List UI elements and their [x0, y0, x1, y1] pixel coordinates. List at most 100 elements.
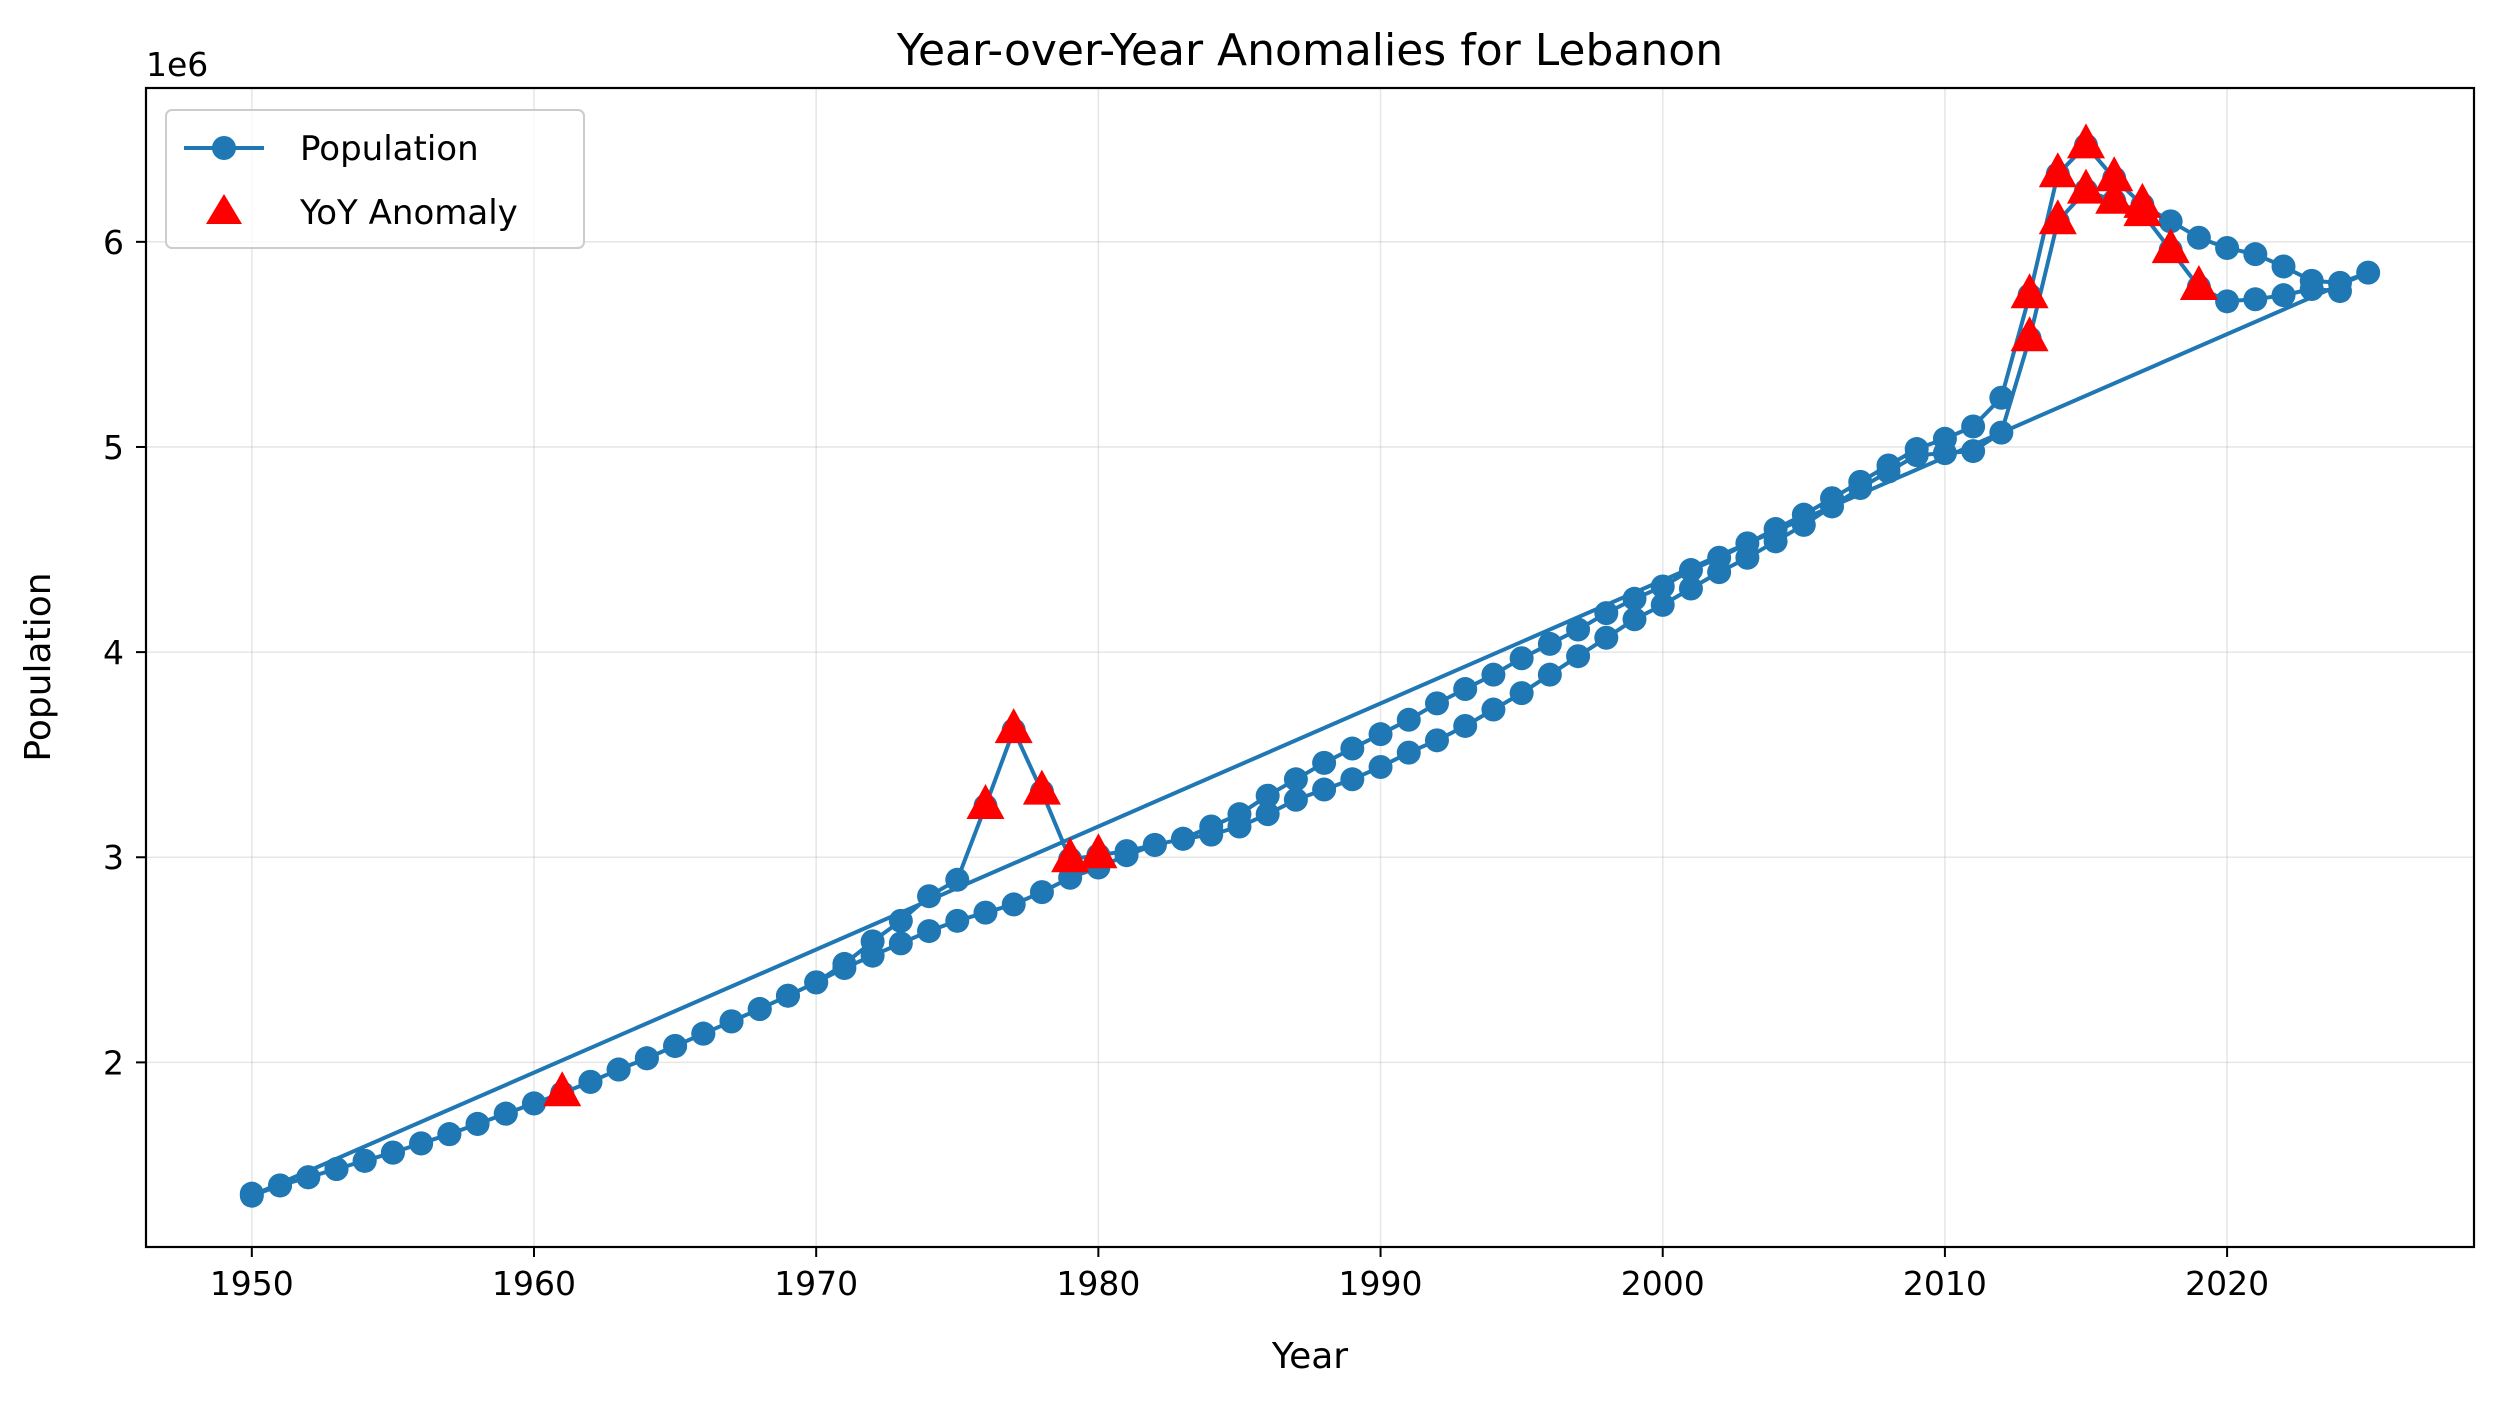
anomaly-point — [2067, 168, 2105, 204]
population-point — [1678, 558, 1703, 583]
y-tick-label: 2 — [103, 1043, 124, 1082]
anomaly-point — [2123, 191, 2162, 227]
legend: Population YoY Anomaly — [165, 109, 585, 249]
x-tick-label: 2020 — [2185, 1264, 2269, 1303]
anomaly-point — [2095, 156, 2134, 192]
population-point — [945, 867, 970, 892]
population-point — [691, 1021, 716, 1046]
x-tick-label: 1950 — [210, 1264, 294, 1303]
anomaly-point — [2010, 316, 2049, 352]
population-point — [663, 1033, 688, 1058]
population-point — [1735, 545, 1760, 570]
population-point — [1707, 560, 1732, 585]
population-point — [945, 908, 970, 933]
population-point — [2271, 254, 2296, 279]
population-point — [1932, 441, 1957, 466]
population-point — [747, 997, 772, 1022]
legend-label-anomaly: YoY Anomaly — [299, 193, 518, 233]
population-point — [2327, 279, 2352, 304]
x-tick-label: 2010 — [1903, 1264, 1987, 1303]
population-point — [1622, 607, 1647, 632]
population-point — [1171, 826, 1196, 851]
anomaly-point — [1079, 833, 1118, 869]
anomaly-point — [543, 1071, 582, 1107]
population-point — [804, 970, 829, 995]
plot-area — [239, 123, 2381, 1208]
population-point — [860, 943, 885, 968]
x-tick-label: 1970 — [774, 1264, 858, 1303]
population-point — [1340, 767, 1365, 792]
population-point — [1114, 843, 1139, 868]
legend-box — [165, 109, 585, 249]
anomaly-point — [2038, 152, 2077, 188]
population-point — [1537, 662, 1562, 687]
population-point — [1678, 576, 1703, 601]
population-point — [1283, 787, 1308, 812]
population-point — [1566, 644, 1591, 669]
grid — [146, 88, 2474, 1247]
population-point — [917, 919, 942, 944]
population-point — [493, 1101, 518, 1126]
population-point — [1255, 802, 1280, 827]
anomaly-point — [1022, 769, 1061, 805]
population-point — [1368, 754, 1393, 779]
y-axis-label: Population — [18, 572, 59, 761]
x-tick-label: 1960 — [492, 1264, 576, 1303]
anomaly-point — [2151, 228, 2190, 264]
population-point — [2215, 236, 2240, 261]
population-point — [1368, 722, 1393, 747]
population-point — [1622, 586, 1647, 611]
population-point — [917, 884, 942, 909]
population-point — [1481, 662, 1506, 687]
population-point — [1989, 385, 2014, 410]
population-point — [1961, 414, 1986, 439]
population-point — [1594, 625, 1619, 650]
population-point — [578, 1069, 603, 1094]
population-point — [888, 908, 913, 933]
anomaly-point — [2179, 265, 2218, 300]
legend-triangle-marker — [206, 194, 242, 224]
population-point — [1763, 529, 1788, 554]
population-point — [1566, 617, 1591, 642]
population-point — [1791, 512, 1816, 537]
anomaly-point — [2010, 273, 2049, 309]
population-point — [973, 900, 998, 925]
anomaly-point — [2095, 178, 2134, 214]
population-point — [2243, 242, 2268, 267]
population-point — [2271, 283, 2296, 308]
legend-label-population: Population — [300, 129, 479, 169]
population-point — [1453, 713, 1478, 738]
y-offset-label: 1e6 — [146, 45, 208, 84]
population-point — [634, 1046, 659, 1071]
population-point — [1989, 420, 2014, 445]
population-point — [1481, 697, 1506, 722]
population-point — [1537, 631, 1562, 656]
population-point — [1029, 880, 1054, 905]
population-point — [2243, 287, 2268, 312]
population-point — [1396, 740, 1421, 765]
population-point — [2356, 260, 2381, 285]
population-point — [1199, 822, 1224, 847]
population-point — [1001, 892, 1026, 917]
population-point — [1594, 601, 1619, 626]
population-point — [1312, 777, 1337, 802]
population-point — [465, 1111, 490, 1136]
population-point — [296, 1165, 321, 1190]
population-point — [324, 1157, 349, 1182]
anomaly-point — [966, 784, 1005, 819]
population-point — [1650, 592, 1675, 617]
population-point — [832, 956, 857, 981]
population-point — [2299, 277, 2324, 302]
anomaly-point — [1051, 837, 1090, 873]
population-point — [1255, 783, 1280, 808]
population-point — [1396, 707, 1421, 732]
population-point — [2186, 225, 2211, 250]
population-point — [1227, 814, 1252, 839]
population-point — [1904, 443, 1929, 468]
x-axis-label: Year — [1271, 1336, 1348, 1377]
population-point — [437, 1122, 462, 1147]
population-point — [1650, 574, 1675, 599]
x-tick-label: 1980 — [1056, 1264, 1140, 1303]
population-point — [352, 1148, 377, 1173]
